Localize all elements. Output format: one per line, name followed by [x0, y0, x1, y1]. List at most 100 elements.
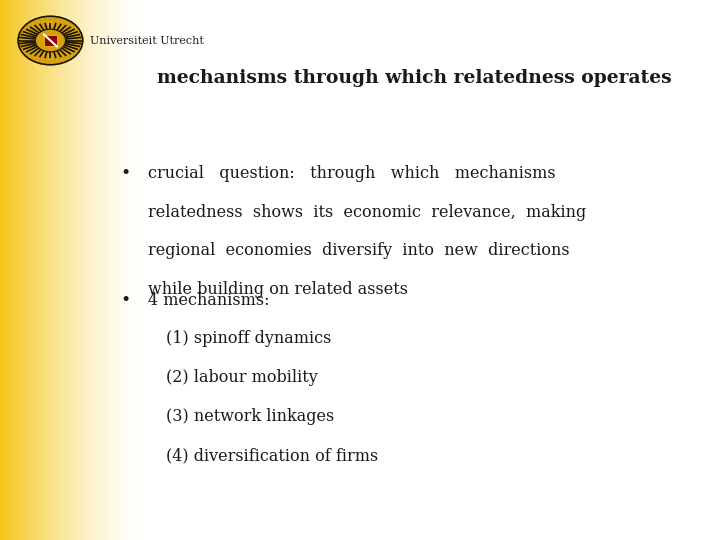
Bar — [44, 0, 45, 540]
Bar — [113, 0, 114, 540]
Bar — [2, 0, 3, 540]
Bar — [41, 0, 42, 540]
Bar — [107, 0, 108, 540]
Bar — [38, 0, 39, 540]
Bar — [94, 0, 95, 540]
Wedge shape — [42, 17, 49, 31]
Bar — [121, 0, 122, 540]
Text: crucial   question:   through   which   mechanisms: crucial question: through which mechanis… — [148, 165, 555, 181]
Bar — [36, 0, 37, 540]
Bar — [44, 0, 45, 540]
Wedge shape — [19, 43, 38, 51]
Bar — [53, 0, 54, 540]
Bar — [112, 0, 114, 540]
Bar — [143, 0, 145, 540]
Wedge shape — [28, 21, 42, 33]
Bar — [140, 0, 141, 540]
Bar — [111, 0, 112, 540]
Bar — [50, 0, 51, 540]
Bar — [61, 0, 63, 540]
Wedge shape — [63, 42, 82, 46]
Bar — [42, 0, 43, 540]
Bar — [118, 0, 120, 540]
Bar — [38, 0, 40, 540]
Bar — [76, 0, 77, 540]
Bar — [6, 0, 8, 540]
Bar — [102, 0, 103, 540]
Bar — [77, 0, 78, 540]
Bar — [63, 0, 65, 540]
Bar — [35, 0, 37, 540]
Bar — [103, 0, 104, 540]
Wedge shape — [48, 51, 53, 64]
Bar — [131, 0, 132, 540]
Bar — [102, 0, 104, 540]
Bar — [139, 0, 140, 540]
Bar — [92, 0, 94, 540]
Bar — [81, 0, 82, 540]
Bar — [45, 0, 46, 540]
Bar — [97, 0, 98, 540]
Bar — [37, 0, 39, 540]
Bar — [68, 0, 69, 540]
Bar — [71, 0, 72, 540]
Bar — [4, 0, 6, 540]
Bar — [12, 0, 13, 540]
Bar — [86, 0, 87, 540]
Bar — [33, 0, 35, 540]
Bar — [73, 0, 75, 540]
Bar — [48, 0, 49, 540]
Bar — [86, 0, 88, 540]
Bar — [122, 0, 123, 540]
Bar — [89, 0, 91, 540]
Bar — [20, 0, 22, 540]
Bar — [41, 0, 42, 540]
Bar — [34, 0, 35, 540]
Bar — [32, 0, 33, 540]
Bar — [65, 0, 66, 540]
Bar — [40, 0, 41, 540]
Bar — [117, 0, 119, 540]
Bar — [58, 0, 59, 540]
Wedge shape — [19, 35, 37, 39]
Wedge shape — [19, 30, 38, 38]
Bar — [23, 0, 24, 540]
Bar — [99, 0, 100, 540]
Bar — [77, 0, 78, 540]
Bar — [78, 0, 79, 540]
Bar — [28, 0, 30, 540]
Bar — [107, 0, 109, 540]
Bar — [83, 0, 84, 540]
Bar — [79, 0, 81, 540]
Bar — [64, 0, 66, 540]
Wedge shape — [37, 50, 47, 64]
Bar — [67, 0, 68, 540]
Bar — [27, 0, 28, 540]
Bar — [143, 0, 144, 540]
Bar — [18, 0, 19, 540]
Bar — [117, 0, 118, 540]
Bar — [90, 0, 91, 540]
Bar — [139, 0, 140, 540]
Bar — [104, 0, 105, 540]
Bar — [133, 0, 135, 540]
Bar — [16, 0, 17, 540]
Bar — [120, 0, 122, 540]
Bar — [11, 0, 12, 540]
Wedge shape — [63, 30, 81, 38]
Bar — [99, 0, 101, 540]
Bar — [91, 0, 93, 540]
Bar — [15, 0, 17, 540]
Bar — [60, 0, 62, 540]
Bar — [55, 0, 57, 540]
Bar — [104, 0, 106, 540]
Bar — [37, 0, 38, 540]
Text: (3) network linkages: (3) network linkages — [166, 408, 334, 425]
Bar — [142, 0, 143, 540]
Circle shape — [35, 29, 66, 52]
Bar — [9, 0, 11, 540]
Wedge shape — [22, 27, 40, 36]
Bar — [109, 0, 110, 540]
Bar — [56, 0, 58, 540]
Bar — [138, 0, 140, 540]
